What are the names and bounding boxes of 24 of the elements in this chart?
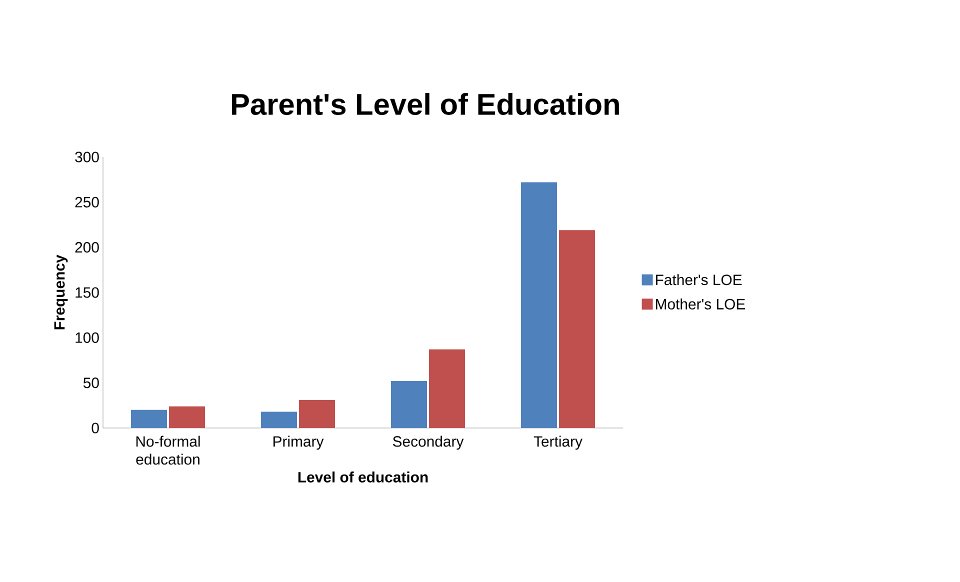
legend-label: Father's LOE xyxy=(656,274,742,286)
bar xyxy=(168,406,205,428)
y-tick-label: 300 xyxy=(75,152,99,162)
bar xyxy=(391,381,428,428)
x-tick-label: Tertiary xyxy=(534,436,582,450)
bar xyxy=(429,349,465,428)
bar xyxy=(131,410,168,428)
x-tick-label: Primary xyxy=(273,436,324,450)
bar xyxy=(261,412,298,428)
y-tick-label: 0 xyxy=(92,422,99,434)
x-tick-label: Secondary xyxy=(392,436,464,450)
x-tick-label: No-formal education xyxy=(136,436,200,465)
y-tick-label: 50 xyxy=(83,378,99,388)
y-tick-label: 250 xyxy=(75,196,99,208)
y-tick-label: 100 xyxy=(76,332,99,343)
chart-title: Parent's Level of Education xyxy=(232,93,619,115)
bar xyxy=(299,400,335,428)
legend-label: Mother's LOE xyxy=(656,298,746,310)
bar xyxy=(521,182,558,428)
y-tick-label: 200 xyxy=(75,242,99,253)
y-axis-title: Frequency xyxy=(54,254,68,330)
y-tick-label: 150 xyxy=(76,287,99,298)
x-axis-title: Level of education xyxy=(298,472,428,482)
bar xyxy=(559,230,596,428)
